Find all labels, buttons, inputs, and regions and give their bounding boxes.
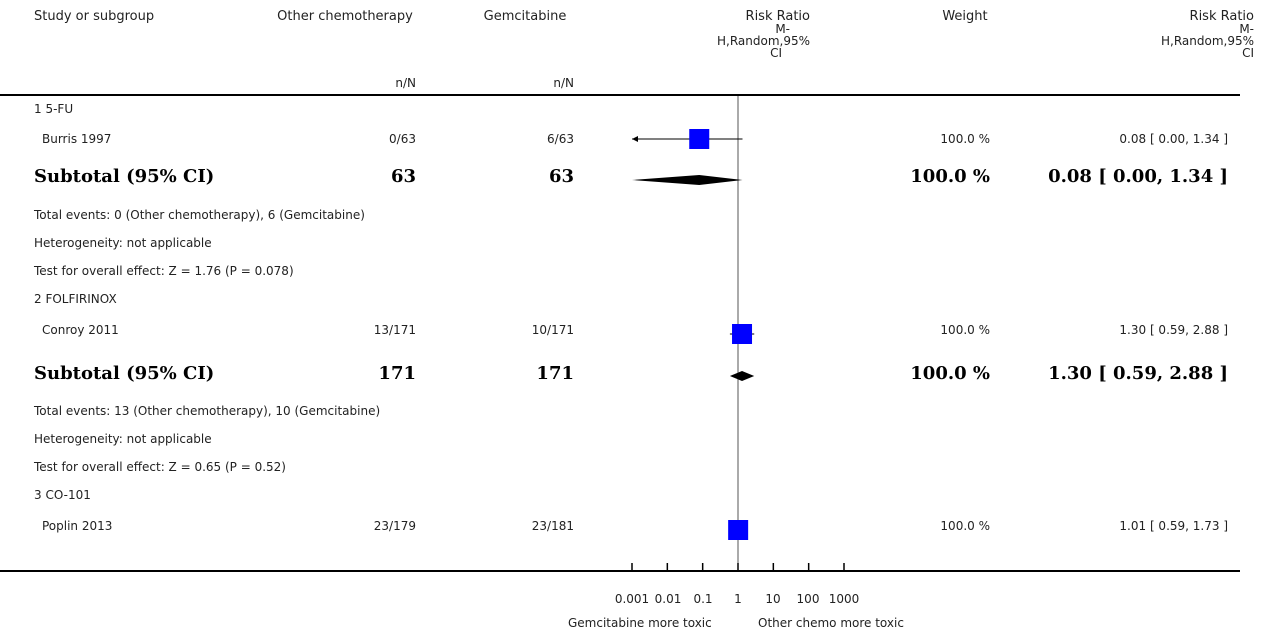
axis-tick-label: 1000: [828, 592, 860, 606]
study-ci-text: 1.30 [ 0.59, 2.88 ]: [1119, 323, 1228, 337]
study-name: Burris 1997: [42, 132, 112, 146]
axis-tick-label: 0.01: [654, 592, 682, 606]
axis-tick-label: 10: [765, 592, 781, 606]
header-rrci-line3: H,Random,95%: [1160, 34, 1254, 48]
subtotal-other-total: 63: [390, 166, 416, 187]
subtotal-gem-total: 171: [536, 363, 574, 384]
study-box: [732, 324, 753, 344]
subtotal-label: Subtotal (95% CI): [34, 363, 215, 384]
subtotal-ci-text: 1.30 [ 0.59, 2.88 ]: [1048, 363, 1228, 384]
subgroup-note: Heterogeneity: not applicable: [34, 236, 212, 250]
subgroup-heading: 1 5-FU: [34, 102, 74, 116]
subtotal-ci-text: 0.08 [ 0.00, 1.34 ]: [1048, 166, 1228, 187]
axis-tick-label: 0.1: [693, 592, 713, 606]
header-rr-line2: M-: [775, 22, 790, 36]
subtotal-gem-total: 63: [548, 166, 574, 187]
axis-tick-label: 1: [734, 592, 742, 606]
subgroup-note: Total events: 0 (Other chemotherapy), 6 …: [34, 208, 365, 222]
study-box: [689, 129, 710, 149]
axis-right-label: Other chemo more toxic: [758, 616, 904, 630]
subgroup-note: Test for overall effect: Z = 1.76 (P = 0…: [34, 264, 294, 278]
study-gem-nN: 10/171: [531, 323, 574, 337]
subtotal-weight: 100.0 %: [910, 166, 990, 187]
study-name: Conroy 2011: [42, 323, 119, 337]
header-rr-line1: Risk Ratio: [745, 9, 810, 24]
study-other-nN: 13/171: [373, 323, 416, 337]
study-other-nN: 0/63: [389, 132, 416, 146]
axis-tick-label: 100: [796, 592, 820, 606]
header-rrci-line1: Risk Ratio: [1189, 9, 1254, 24]
study-weight: 100.0 %: [940, 132, 990, 146]
header-study: Study or subgroup: [34, 9, 155, 24]
header-risk-ratio-plot: Risk Ratio M- H,Random,95% CI: [700, 10, 810, 59]
study-gem-nN: 6/63: [547, 132, 574, 146]
header-other: Other chemotherapy: [277, 9, 413, 24]
axis-tick-label: 0.001: [614, 592, 650, 606]
subgroup-note: Heterogeneity: not applicable: [34, 432, 212, 446]
footer-rule: [0, 570, 1240, 572]
header-gemcitabine: Gemcitabine: [483, 9, 567, 24]
study-weight: 100.0 %: [940, 323, 990, 337]
header-rrci-line4: CI: [1242, 46, 1254, 60]
subtotal-diamond: [632, 175, 743, 185]
header-other-nN: n/N: [395, 76, 416, 90]
header-weight: Weight: [942, 9, 988, 24]
header-rr-line3: H,Random,95%: [716, 34, 810, 48]
header-risk-ratio-ci: Risk Ratio M- H,Random,95% CI: [1144, 10, 1254, 59]
subgroup-heading: 3 CO-101: [34, 488, 91, 502]
subtotal-other-total: 171: [378, 363, 416, 384]
ci-arrow-left: [632, 136, 638, 142]
subtotal-diamond: [729, 371, 755, 381]
study-weight: 100.0 %: [940, 519, 990, 533]
study-gem-nN: 23/181: [531, 519, 574, 533]
study-box: [728, 520, 749, 540]
study-ci-text: 1.01 [ 0.59, 1.73 ]: [1119, 519, 1228, 533]
header-rr-line4: CI: [770, 46, 782, 60]
subgroup-note: Test for overall effect: Z = 0.65 (P = 0…: [34, 460, 286, 474]
study-name: Poplin 2013: [42, 519, 113, 533]
axis-left-label: Gemcitabine more toxic: [568, 616, 712, 630]
subtotal-label: Subtotal (95% CI): [34, 166, 215, 187]
subtotal-weight: 100.0 %: [910, 363, 990, 384]
subgroup-heading: 2 FOLFIRINOX: [34, 292, 117, 306]
header-rule: [0, 94, 1240, 96]
study-ci-text: 0.08 [ 0.00, 1.34 ]: [1119, 132, 1228, 146]
subgroup-note: Total events: 13 (Other chemotherapy), 1…: [34, 404, 381, 418]
study-other-nN: 23/179: [373, 519, 416, 533]
header-rrci-line2: M-: [1239, 22, 1254, 36]
header-gem-nN: n/N: [553, 76, 574, 90]
